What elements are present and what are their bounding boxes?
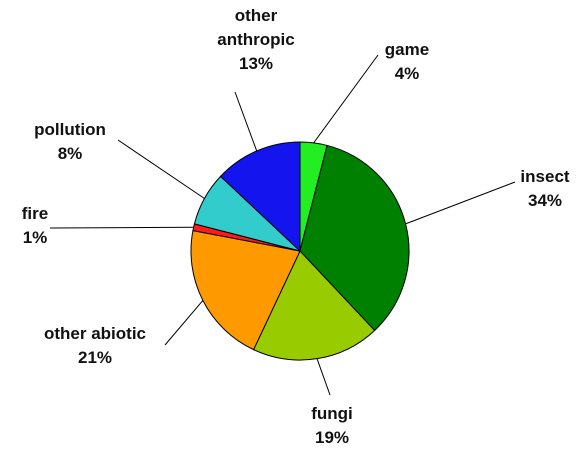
slice-label: other anthropic 13% <box>206 4 306 76</box>
leader-line <box>234 91 258 152</box>
slice-label: insect 34% <box>505 165 578 213</box>
category-label: insect <box>520 167 570 186</box>
value-label: 13% <box>238 54 274 73</box>
category-label: fungi <box>311 404 353 423</box>
category-label: fire <box>21 204 49 223</box>
leader-line <box>316 358 331 396</box>
category-label: game <box>384 40 430 59</box>
value-label: 19% <box>314 428 350 447</box>
pie-slice <box>252 250 376 361</box>
slice-label: game 4% <box>367 38 447 86</box>
category-label: other abiotic <box>43 324 146 343</box>
pie-slice <box>219 141 301 253</box>
leader-line <box>313 54 379 144</box>
category-label: other anthropic <box>217 6 295 49</box>
value-label: 4% <box>394 64 420 83</box>
value-label: 21% <box>77 348 113 367</box>
leader-line <box>164 300 204 346</box>
pie-slice <box>190 229 301 351</box>
slice-label: fungi 19% <box>292 402 372 450</box>
value-label: 34% <box>527 191 563 210</box>
leader-line <box>405 181 516 225</box>
leader-line <box>117 139 205 199</box>
category-label: pollution <box>34 120 106 139</box>
slice-label: fire 1% <box>5 202 65 250</box>
value-label: 8% <box>57 144 83 163</box>
slice-label: other abiotic 21% <box>25 322 165 370</box>
slice-label: pollution 8% <box>15 118 125 166</box>
pie-slice <box>299 144 410 332</box>
leader-line <box>49 226 194 229</box>
value-label: 1% <box>22 228 48 247</box>
